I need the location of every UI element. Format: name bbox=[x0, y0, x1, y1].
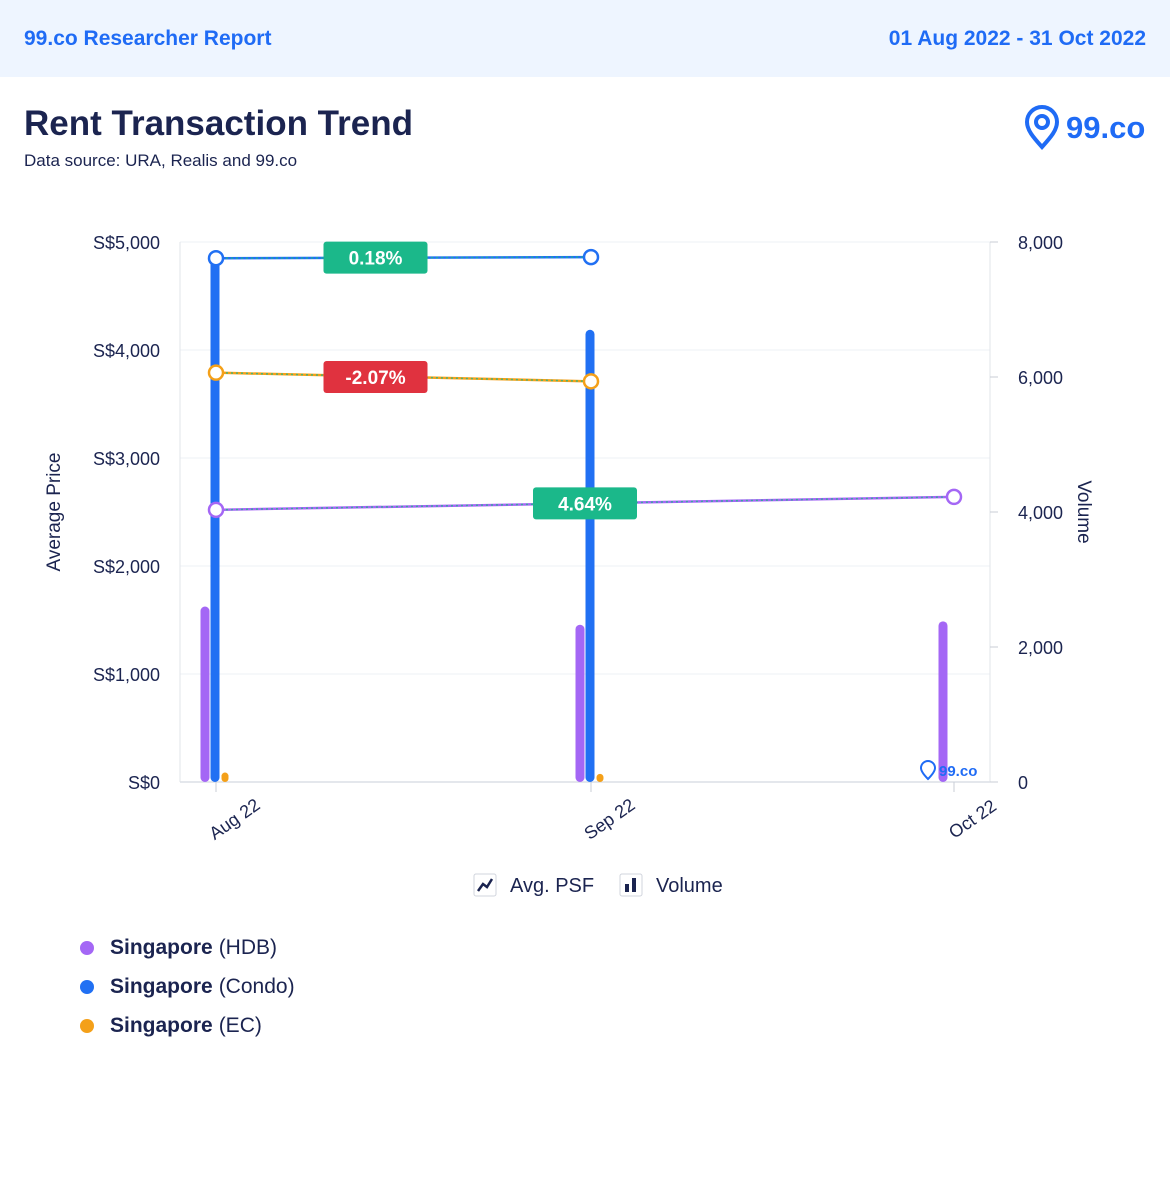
volume-bar-ec bbox=[596, 773, 604, 782]
change-badge: -2.07% bbox=[323, 361, 428, 393]
report-date-range: 01 Aug 2022 - 31 Oct 2022 bbox=[888, 26, 1146, 50]
price-point-ec bbox=[582, 373, 600, 390]
change-badge-text: -2.07% bbox=[345, 368, 405, 389]
chart-legend-toggles: Avg. PSF Volume bbox=[473, 873, 723, 897]
location-pin-icon bbox=[1024, 105, 1060, 150]
y2-tick-label: 0 bbox=[1018, 773, 1028, 793]
ec-color-dot bbox=[80, 1018, 94, 1033]
trend-line-hdb bbox=[215, 496, 955, 511]
y-tick-label: S$0 bbox=[128, 773, 160, 793]
volume-bar-hdb bbox=[938, 621, 948, 782]
legend-region: Singapore bbox=[110, 974, 213, 998]
legend-toggle-avg-psf: Avg. PSF bbox=[473, 873, 594, 897]
data-source-note: Data source: URA, Realis and 99.co bbox=[24, 151, 298, 170]
legend-type: (HDB) bbox=[218, 935, 278, 959]
watermark-text: 99.co bbox=[939, 763, 977, 780]
change-badge-text: 0.18% bbox=[349, 249, 403, 270]
price-point-condo bbox=[582, 248, 600, 266]
rent-trend-chart: S$0 S$1,000 S$2,000 S$3,000 S$4,000 S$5,000 0 2… bbox=[0, 210, 1170, 920]
x-tick-label: Sep 22 bbox=[580, 795, 638, 844]
legend-item-hdb[interactable]: Singapore (HDB) bbox=[80, 928, 295, 967]
hdb-color-dot bbox=[80, 940, 94, 955]
y-tick-label: S$5,000 bbox=[93, 233, 160, 253]
legend-type: (EC) bbox=[218, 1013, 262, 1037]
watermark-pin-icon bbox=[919, 760, 937, 781]
volume-bar-hdb bbox=[575, 624, 585, 782]
change-badge-bg bbox=[533, 487, 637, 520]
y2-tick-label: 4,000 bbox=[1018, 503, 1063, 523]
legend-item-ec[interactable]: Singapore (EC) bbox=[80, 1006, 295, 1045]
price-point-ec bbox=[207, 364, 225, 381]
legend-type: (Condo) bbox=[218, 974, 295, 998]
y-tick-label: S$1,000 bbox=[93, 665, 160, 685]
brand-logo: 99.co bbox=[1024, 104, 1148, 150]
legend-region: Singapore bbox=[110, 1013, 213, 1037]
price-point-hdb bbox=[207, 501, 225, 519]
bar-chart-icon-bar bbox=[632, 878, 636, 892]
legend-toggle-label: Avg. PSF bbox=[510, 875, 594, 897]
legend-toggle-label: Volume bbox=[656, 875, 723, 897]
page-title: Rent Transaction Trend bbox=[24, 104, 413, 143]
y-tick-label: S$4,000 bbox=[93, 341, 160, 361]
brand-logo-text: 99.co bbox=[1066, 110, 1145, 145]
y2-tick-label: 2,000 bbox=[1018, 638, 1063, 658]
price-point-condo bbox=[207, 249, 225, 267]
legend-region: Singapore bbox=[110, 935, 213, 959]
price-point-hdb bbox=[945, 488, 963, 506]
legend-item-condo[interactable]: Singapore (Condo) bbox=[80, 967, 295, 1006]
condo-color-dot bbox=[80, 979, 94, 994]
volume-bar-condo bbox=[210, 258, 220, 782]
x-tick-label: Oct 22 bbox=[945, 796, 1000, 843]
x-tick-label: Aug 22 bbox=[205, 795, 263, 844]
volume-bar-hdb bbox=[200, 606, 210, 782]
bar-chart-icon-frame bbox=[619, 873, 643, 897]
change-badge-bg bbox=[323, 361, 428, 393]
change-badge-text: 4.64% bbox=[558, 494, 612, 515]
bar-chart-icon-bar bbox=[625, 884, 629, 892]
legend-toggle-volume: Volume bbox=[619, 873, 723, 897]
change-badge: 4.64% bbox=[533, 487, 637, 520]
y2-tick-label: 8,000 bbox=[1018, 233, 1063, 253]
series-legend: Singapore (HDB) Singapore (Condo) Singap… bbox=[80, 928, 295, 1045]
volume-bar-condo bbox=[585, 329, 595, 782]
y-tick-label: S$3,000 bbox=[93, 449, 160, 469]
chart-watermark: 99.co bbox=[919, 760, 977, 781]
report-title: 99.co Researcher Report bbox=[24, 26, 272, 50]
chart-canvas: S$0 S$1,000 S$2,000 S$3,000 S$4,000 S$5,000 0 2… bbox=[44, 233, 1094, 897]
y-axis-title: Average Price bbox=[44, 453, 65, 572]
line-chart-icon bbox=[476, 878, 494, 892]
change-badge: 0.18% bbox=[323, 241, 428, 274]
y2-axis-title: Volume bbox=[1073, 480, 1094, 543]
report-header: 99.co Researcher Report 01 Aug 2022 - 31… bbox=[0, 0, 1170, 77]
y2-tick-label: 6,000 bbox=[1018, 368, 1063, 388]
y-tick-label: S$2,000 bbox=[93, 557, 160, 577]
change-badge-bg bbox=[323, 241, 428, 274]
volume-bar-ec bbox=[221, 772, 229, 782]
